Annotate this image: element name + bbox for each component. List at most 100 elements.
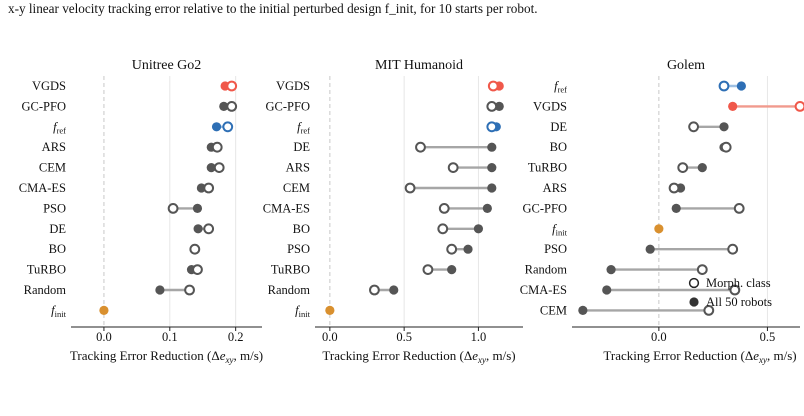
row-ars: ARS: [543, 181, 686, 195]
row-ars: ARS: [42, 140, 223, 154]
all-robots-marker: [654, 224, 664, 234]
row-label: TuRBO: [27, 263, 66, 277]
row-turbo: TuRBO: [27, 263, 203, 277]
all-robots-marker: [219, 101, 229, 111]
x-tick-label: 0.0: [96, 330, 112, 344]
row-f-init: finit: [552, 222, 664, 238]
row-label: VGDS: [276, 79, 310, 93]
row-label: CEM: [39, 161, 66, 175]
x-axis-label: Tracking Error Reduction (Δexy, m/s): [603, 348, 796, 365]
panel-golem: 0.0 0.5 Golem Tracking Error Reduction (Δex…: [520, 58, 804, 365]
legend-all-robots-label: All 50 robots: [706, 295, 772, 309]
x-axis-label: Tracking Error Reduction (Δexy, m/s): [70, 348, 263, 365]
row-label: DE: [293, 140, 310, 154]
morph-class-marker: [677, 162, 689, 174]
row-label: VGDS: [533, 99, 567, 113]
morph-class-marker: [727, 243, 739, 255]
row-label: GC-PFO: [22, 99, 66, 113]
morph-class-marker: [703, 305, 715, 316]
row-label: GC-PFO: [523, 201, 567, 215]
row-bo: BO: [550, 140, 732, 154]
all-robots-marker: [155, 285, 165, 295]
row-label: BO: [550, 140, 567, 154]
morph-class-marker: [226, 101, 238, 112]
row-label: fref: [554, 79, 567, 95]
row-pso: PSO: [287, 242, 473, 256]
all-robots-marker: [487, 142, 497, 152]
row-label: CEM: [283, 181, 310, 195]
row-label: CMA-ES: [19, 181, 66, 195]
x-tick-label: 0.5: [760, 330, 776, 344]
legend-all-robots-swatch: [689, 297, 699, 307]
all-robots-marker: [99, 305, 109, 315]
all-robots-marker: [389, 285, 399, 295]
row-f-ref: fref: [554, 79, 746, 95]
row-bo: BO: [293, 222, 484, 236]
row-label: fref: [53, 120, 66, 136]
row-label: Random: [268, 283, 311, 297]
morph-class-marker: [213, 162, 225, 174]
row-label: CEM: [540, 303, 567, 317]
row-ars: ARS: [286, 161, 497, 175]
morph-class-marker: [203, 223, 215, 235]
row-label: Random: [525, 263, 568, 277]
row-label: finit: [552, 222, 567, 238]
morph-class-marker: [733, 203, 745, 214]
row-random: Random: [525, 263, 708, 277]
row-f-init: finit: [51, 303, 109, 319]
row-de: DE: [293, 140, 497, 154]
morph-class-marker: [438, 203, 450, 214]
row-random: Random: [268, 283, 399, 297]
all-robots-marker: [473, 224, 484, 234]
row-pso: PSO: [544, 242, 739, 256]
all-robots-marker: [463, 244, 473, 254]
morph-class-marker: [668, 182, 680, 194]
morph-class-marker: [422, 264, 434, 276]
all-robots-marker: [482, 203, 492, 213]
morph-class-marker: [415, 141, 426, 153]
morph-class-marker: [226, 80, 238, 92]
figure-caption: x-y linear velocity tracking error relat…: [8, 1, 538, 16]
row-label: CMA-ES: [263, 201, 310, 215]
row-label: TuRBO: [528, 161, 567, 175]
x-tick-label: 1.0: [471, 330, 487, 344]
row-label: GC-PFO: [266, 99, 310, 113]
all-robots-marker: [602, 285, 612, 295]
morph-class-marker: [487, 80, 499, 92]
morph-class-marker: [720, 141, 732, 153]
legend: Morph. class All 50 robots: [688, 276, 772, 309]
row-cem: CEM: [283, 181, 497, 195]
row-pso: PSO: [43, 201, 203, 215]
row-label: fref: [297, 120, 310, 136]
morph-class-marker: [437, 223, 449, 235]
row-cma-es: CMA-ES: [19, 181, 215, 195]
row-label: ARS: [286, 161, 310, 175]
legend-morph-class-label: Morph. class: [706, 276, 771, 290]
row-label: PSO: [287, 242, 310, 256]
all-robots-marker: [645, 244, 655, 254]
row-bo: BO: [49, 242, 201, 256]
x-tick-label: 0.1: [162, 330, 178, 344]
morph-class-marker: [211, 141, 223, 153]
row-label: ARS: [42, 140, 66, 154]
row-gc-pfo: GC-PFO: [22, 99, 238, 113]
row-label: DE: [49, 222, 66, 236]
row-vgds: VGDS: [533, 99, 804, 113]
row-f-ref: fref: [53, 120, 234, 136]
all-robots-marker: [206, 163, 216, 173]
row-label: VGDS: [32, 79, 66, 93]
morph-class-marker: [167, 203, 179, 214]
all-robots-marker: [494, 101, 504, 111]
morph-class-marker: [729, 284, 741, 296]
morph-class-marker: [184, 284, 195, 296]
all-robots-marker: [487, 163, 497, 173]
panel-mit-humanoid: 0.0 0.5 1.0 MIT Humanoid Tracking Error Redu…: [263, 58, 523, 365]
row-gc-pfo: GC-PFO: [266, 99, 504, 113]
all-robots-marker: [578, 305, 588, 315]
all-robots-marker: [719, 122, 729, 132]
row-cma-es: CMA-ES: [520, 283, 741, 297]
all-robots-marker: [211, 122, 222, 132]
row-f-init: finit: [295, 303, 335, 319]
row-label: PSO: [544, 242, 567, 256]
